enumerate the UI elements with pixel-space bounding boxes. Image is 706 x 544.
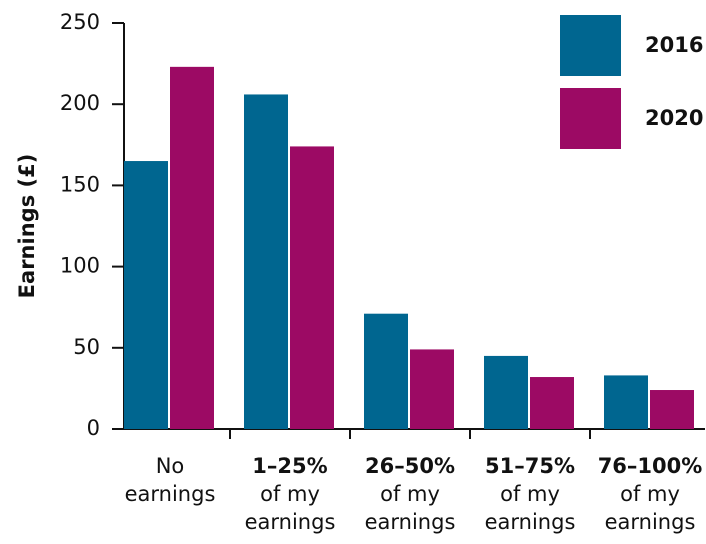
y-tick-label: 100 <box>60 254 100 278</box>
x-tick-label: earnings <box>125 482 216 506</box>
y-tick-label: 200 <box>60 91 100 115</box>
y-axis-title: Earnings (£) <box>15 154 39 299</box>
x-tick-label: of my <box>620 482 680 506</box>
legend-swatch <box>560 15 621 76</box>
bar <box>290 146 334 429</box>
bar <box>244 94 288 430</box>
x-tick-label: 26–50% <box>365 454 455 478</box>
x-tick-label: No <box>156 454 185 478</box>
bar <box>124 161 168 430</box>
bar <box>410 349 454 429</box>
x-tick-label: earnings <box>485 510 576 534</box>
y-tick-label: 50 <box>73 335 100 359</box>
legend-label: 2020 <box>645 106 703 130</box>
y-tick-label: 250 <box>60 10 100 34</box>
x-tick-label: of my <box>380 482 440 506</box>
x-tick-label: earnings <box>245 510 336 534</box>
bar <box>604 375 648 429</box>
x-tick-label: 1–25% <box>252 454 327 478</box>
bar <box>170 66 214 430</box>
bar <box>530 377 574 429</box>
x-tick-label: of my <box>260 482 320 506</box>
legend-swatch <box>560 88 621 149</box>
y-tick-label: 150 <box>60 172 100 196</box>
bar <box>484 355 528 429</box>
x-tick-label: 76–100% <box>598 454 703 478</box>
legend-label: 2016 <box>645 33 703 57</box>
x-tick-label: earnings <box>605 510 696 534</box>
x-tick-label: 51–75% <box>485 454 575 478</box>
bar <box>364 313 408 429</box>
y-tick-label: 0 <box>87 416 100 440</box>
x-tick-label: of my <box>500 482 560 506</box>
bar <box>650 390 694 429</box>
x-tick-label: earnings <box>365 510 456 534</box>
